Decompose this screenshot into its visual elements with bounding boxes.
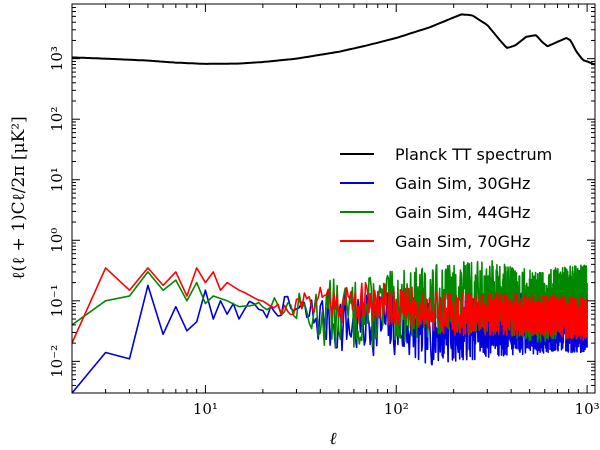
y-tick-label: 10¹: [48, 167, 66, 192]
x-axis-label: ℓ: [329, 429, 336, 449]
legend: Planck TT spectrum Gain Sim, 30GHz Gain Si…: [340, 145, 552, 251]
y-tick-label: 10⁻²: [48, 345, 66, 378]
y-tick-label: 10³: [48, 46, 66, 71]
series-line-gain-sim-70ghz: [72, 267, 588, 344]
plot-frame: [71, 3, 596, 394]
x-tick-label: 10³: [575, 400, 600, 418]
y-tick-label: 10²: [48, 107, 66, 132]
x-tick-label: 10²: [384, 400, 409, 418]
y-tick-label: 10⁰: [48, 228, 66, 253]
x-tick-label: 10¹: [193, 400, 218, 418]
y-tick-label: 10⁻¹: [48, 284, 66, 317]
y-axis-label: ℓ(ℓ + 1)Cℓ/2π [μK²]: [9, 116, 29, 280]
legend-label: Gain Sim, 30GHz: [395, 174, 530, 193]
legend-label: Planck TT spectrum: [395, 145, 552, 164]
series-line-planck-tt-spectrum: [72, 13, 595, 66]
legend-label: Gain Sim, 70GHz: [395, 232, 530, 251]
legend-label: Gain Sim, 44GHz: [395, 203, 530, 222]
